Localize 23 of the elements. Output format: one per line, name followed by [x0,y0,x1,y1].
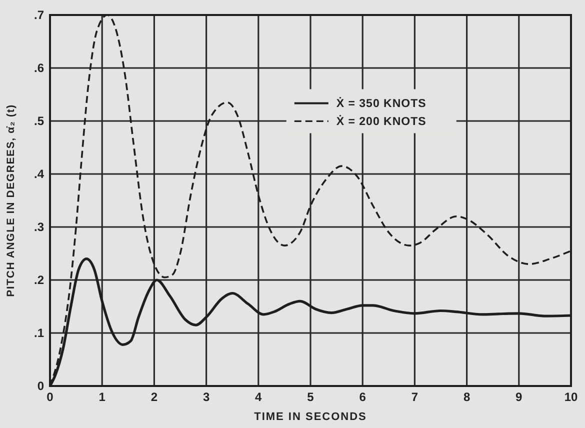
x-tick-label: 2 [150,390,158,404]
y-tick-label: .5 [34,114,44,128]
x-tick-label: 8 [463,390,470,404]
x-tick-label: 1 [98,390,106,404]
legend-label: Ẋ = 200 KNOTS [336,115,426,128]
y-tick-label: .4 [34,167,44,181]
x-tick-label: 9 [516,390,523,404]
y-tick-label: .6 [34,61,44,75]
y-tick-label: 0 [37,379,44,393]
x-tick-label: 3 [202,390,210,404]
x-tick-label: 4 [255,390,262,404]
x-tick-label: 10 [564,390,578,404]
y-tick-label: .3 [34,220,44,234]
y-axis-title: PITCH ANGLE IN DEGREES, α̇₂ (t) [5,104,17,297]
y-tick-label: .2 [34,273,44,287]
x-tick-label: 0 [46,390,54,404]
legend-label: Ẋ = 350 KNOTS [336,97,426,110]
x-tick-label: 5 [307,390,314,404]
x-axis-title: TIME IN SECONDS [254,411,367,423]
x-tick-label: 7 [411,390,418,404]
x-tick-label: 6 [359,390,366,404]
y-tick-label: .1 [34,326,44,340]
y-tick-label: .7 [34,8,44,22]
